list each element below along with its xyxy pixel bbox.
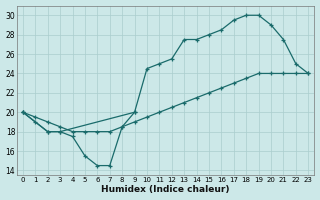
X-axis label: Humidex (Indice chaleur): Humidex (Indice chaleur) (101, 185, 230, 194)
